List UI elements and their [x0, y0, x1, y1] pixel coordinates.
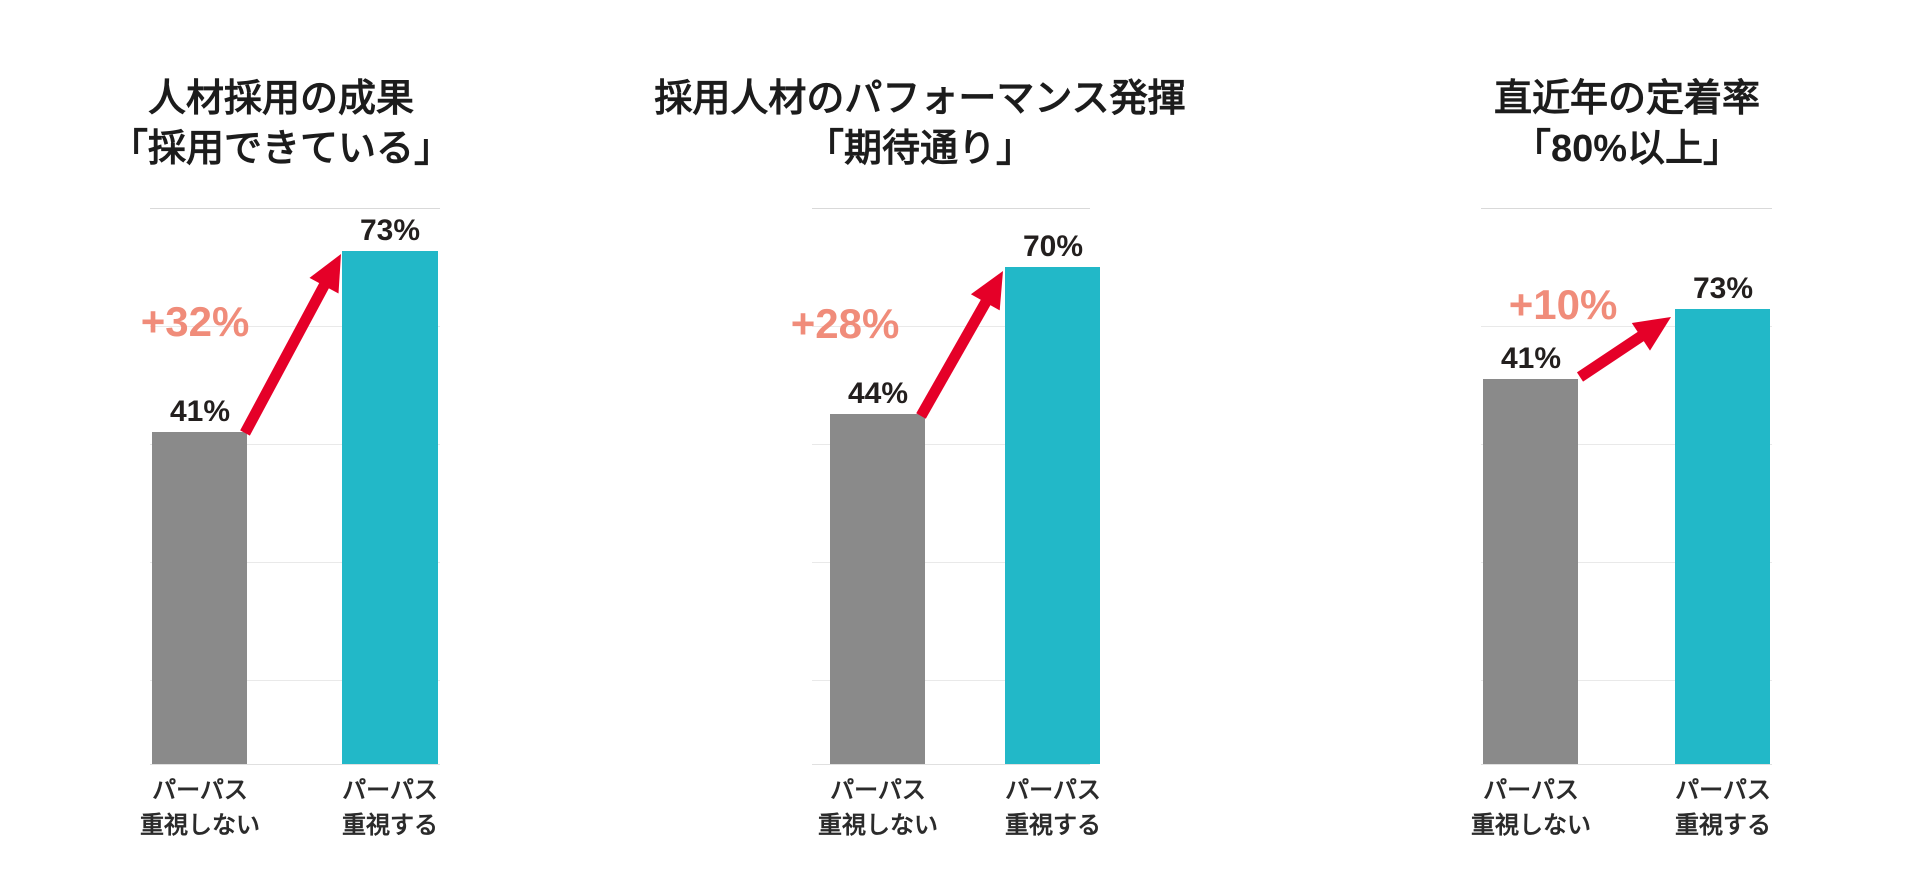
- category-label-line: 重視しない: [818, 812, 938, 839]
- category-label-purpose-not-focused: パーパス 重視しない: [1471, 773, 1591, 843]
- value-label: 73%: [359, 214, 421, 247]
- value-label: 41%: [169, 395, 231, 428]
- bar-purpose-focused: [342, 251, 438, 764]
- category-label-line: 重視する: [1675, 812, 1771, 839]
- chart-title-line1: 人材採用の成果: [147, 77, 415, 120]
- gridline: [1481, 326, 1772, 327]
- bar-purpose-not-focused: [830, 414, 925, 764]
- gridline: [1481, 562, 1772, 563]
- gridline: [812, 208, 1090, 209]
- gridline: [1481, 680, 1772, 681]
- gridline: [150, 562, 440, 563]
- gridline: [812, 680, 1090, 681]
- category-label-line: パーパス: [1675, 777, 1771, 804]
- category-label-line: パーパス: [830, 777, 926, 804]
- bar-purpose-focused: [1675, 309, 1770, 764]
- chart-title-line2: 「採用できている」: [109, 127, 453, 170]
- gridline: [150, 208, 440, 209]
- category-label-purpose-not-focused: パーパス 重視しない: [818, 773, 938, 843]
- plot-area-hiring-outcome: 41% 73% +32%: [141, 208, 440, 765]
- gridline: [150, 444, 440, 445]
- gridline: [812, 444, 1090, 445]
- bar-purpose-not-focused: [152, 432, 247, 764]
- category-label-purpose-focused: パーパス 重視する: [1005, 773, 1101, 843]
- delta-label: +10%: [1508, 281, 1618, 328]
- category-label-purpose-not-focused: パーパス 重視しない: [140, 773, 260, 843]
- chart-title-retention: 直近年の定着率 「80%以上」: [1494, 74, 1760, 174]
- chart-title-performance: 採用人材のパフォーマンス発揮 「期待通り」: [654, 74, 1185, 174]
- category-label-line: パーパス: [1005, 777, 1101, 804]
- value-label: 73%: [1692, 272, 1754, 305]
- value-label: 70%: [1022, 230, 1084, 263]
- category-label-line: パーパス: [342, 777, 438, 804]
- category-label-purpose-focused: パーパス 重視する: [1675, 773, 1771, 843]
- axis-baseline: [1481, 764, 1772, 765]
- axis-baseline: [150, 764, 440, 765]
- delta-label: +32%: [140, 298, 250, 345]
- plot-area-performance: 44% 70% +28%: [791, 208, 1100, 765]
- axis-baseline: [812, 764, 1090, 765]
- chart-title-line1: 直近年の定着率: [1493, 77, 1761, 120]
- category-label-line: 重視しない: [1471, 812, 1591, 839]
- value-label: 44%: [847, 377, 909, 410]
- gridline: [812, 562, 1090, 563]
- gridline: [1481, 444, 1772, 445]
- chart-title-line2: 「80%以上」: [1512, 127, 1742, 170]
- chart-title-hiring-outcome: 人材採用の成果 「採用できている」: [110, 74, 452, 174]
- gridline: [150, 680, 440, 681]
- bar-purpose-focused: [1005, 267, 1100, 764]
- plot-area-retention: 41% 73% +10%: [1481, 208, 1772, 765]
- chart-title-line1: 採用人材のパフォーマンス発揮: [654, 77, 1186, 120]
- category-label-line: パーパス: [152, 777, 248, 804]
- value-label: 41%: [1500, 342, 1562, 375]
- category-label-line: パーパス: [1483, 777, 1579, 804]
- category-label-line: 重視する: [342, 812, 438, 839]
- category-label-purpose-focused: パーパス 重視する: [342, 773, 438, 843]
- bar-purpose-not-focused: [1483, 379, 1578, 764]
- delta-label: +28%: [790, 300, 900, 347]
- category-label-line: 重視する: [1005, 812, 1101, 839]
- category-label-line: 重視しない: [140, 812, 260, 839]
- chart-title-line2: 「期待通り」: [805, 127, 1034, 170]
- gridline: [1481, 208, 1772, 209]
